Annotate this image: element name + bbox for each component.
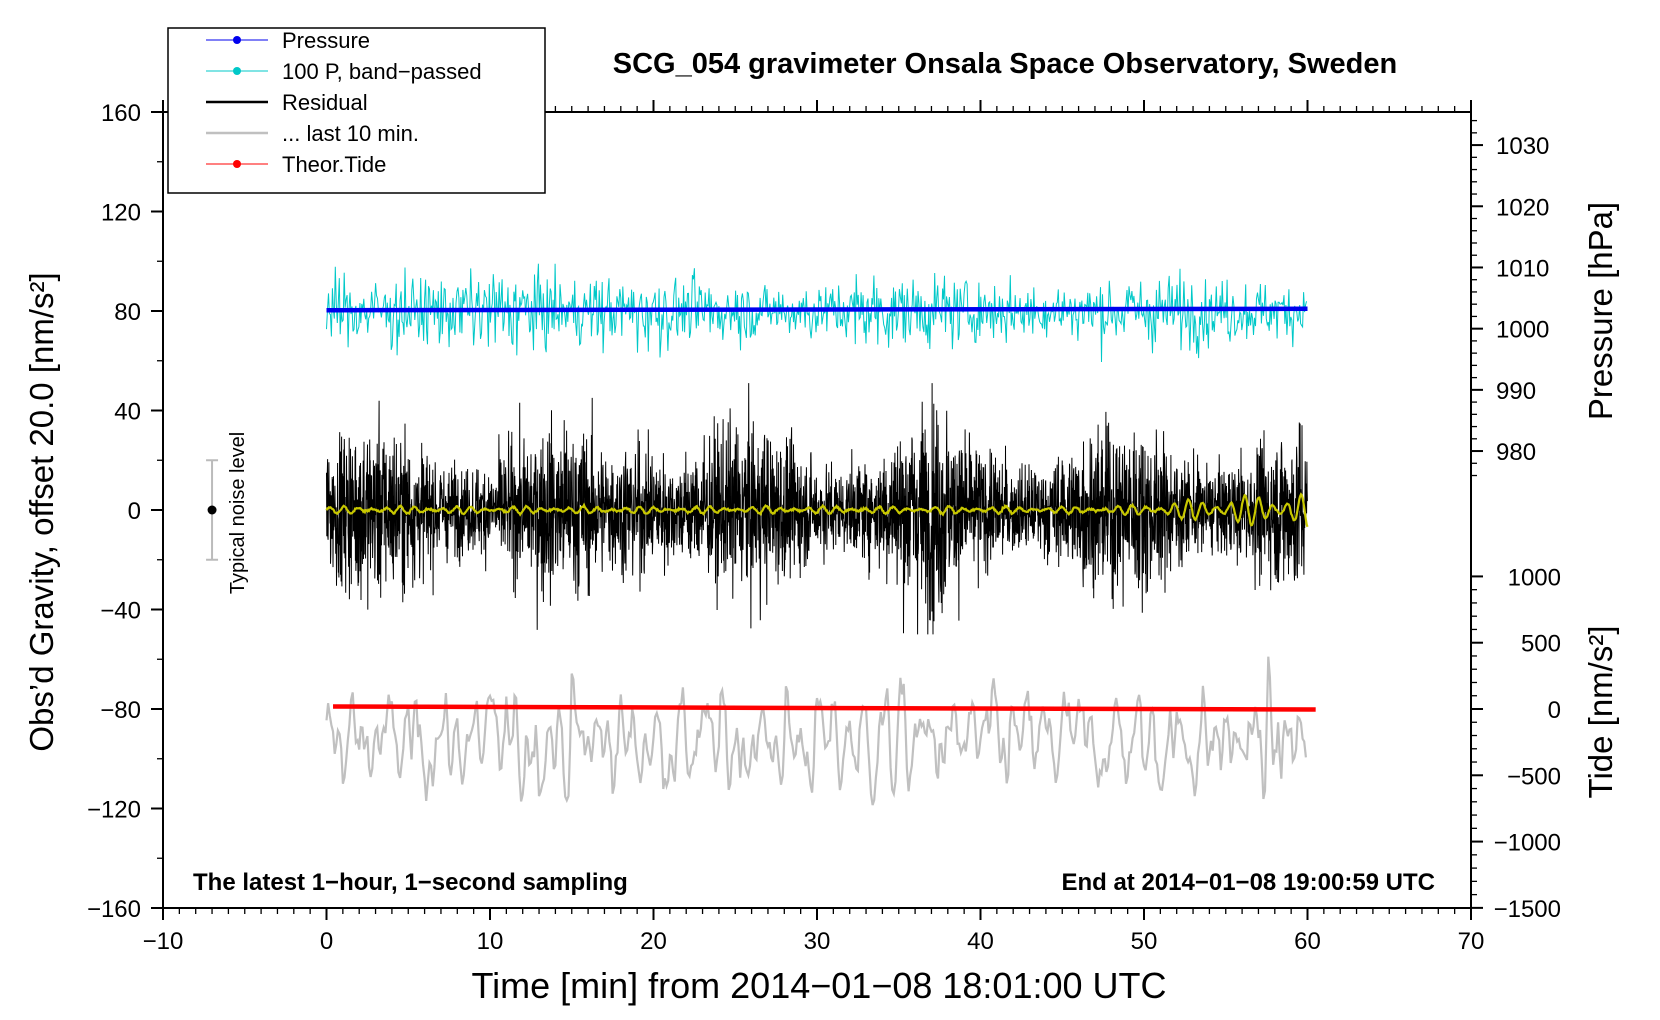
- legend: Pressure 100 P, band−passed Residual ... la…: [167, 27, 546, 194]
- series-pressure: [326, 306, 1308, 313]
- x-tick-label: 10: [477, 928, 504, 955]
- pressure-tick-label: 1010: [1496, 255, 1549, 282]
- pressure-tick-label: 1030: [1496, 133, 1549, 160]
- y-tick-label: 80: [114, 299, 141, 326]
- tide-tick-label: 0: [1548, 697, 1561, 724]
- pressure-tick-label: 1000: [1496, 317, 1549, 344]
- tide-tick-label: −1000: [1494, 830, 1561, 857]
- tide-tick-label: −1500: [1494, 896, 1561, 923]
- legend-label: ... last 10 min.: [282, 121, 419, 146]
- x-tick-label: 60: [1294, 928, 1321, 955]
- y-tick-label: −40: [100, 598, 141, 625]
- x-tick-label: −10: [143, 928, 184, 955]
- tide-tick-label: 1000: [1508, 564, 1561, 591]
- noise-level-bar: [206, 459, 219, 561]
- legend-label: Theor.Tide: [282, 152, 386, 177]
- x-axis-label: Time [min] from 2014−01−08 18:01:00 UTC: [471, 965, 1166, 1006]
- pressure-tick-label: 1020: [1496, 194, 1549, 221]
- series-residual-smoothed: [325, 492, 1309, 528]
- y-tick-label: 120: [101, 200, 141, 227]
- legend-marker: [233, 160, 241, 168]
- y-axis-left: 160 120 80 40 0 −40 −80 −120 −160: [87, 100, 163, 923]
- legend-label: Residual: [282, 90, 368, 115]
- tide-tick-label: 500: [1521, 631, 1561, 658]
- y-axis-tide: 1000 500 0 −500 −1000 −1500: [1471, 564, 1561, 923]
- x-tick-label: 20: [640, 928, 667, 955]
- y-tick-label: −160: [87, 896, 141, 923]
- series-pressure-band-passed: [326, 263, 1307, 363]
- y-tick-label: 40: [114, 399, 141, 426]
- y-tick-label: −120: [87, 797, 141, 824]
- chart-title: SCG_054 gravimeter Onsala Space Observat…: [613, 48, 1397, 80]
- series-theoretical-tide: [333, 704, 1316, 712]
- series-residual: [326, 383, 1308, 635]
- legend-marker: [233, 67, 241, 75]
- pressure-tick-label: 990: [1496, 378, 1536, 405]
- annotation-end-time: End at 2014−01−08 19:00:59 UTC: [1061, 869, 1435, 896]
- noise-level-label: Typical noise level: [227, 432, 249, 594]
- x-tick-label: 70: [1458, 928, 1485, 955]
- legend-label: 100 P, band−passed: [282, 59, 482, 84]
- y-axis-label-tide: Tide [nm/s²]: [1582, 626, 1619, 799]
- annotation-sampling: The latest 1−hour, 1−second sampling: [193, 869, 628, 896]
- y-tick-label: 160: [101, 100, 141, 127]
- x-tick-label: 0: [320, 928, 333, 955]
- legend-box: [167, 27, 546, 194]
- legend-label: Pressure: [282, 28, 370, 53]
- x-tick-label: 50: [1131, 928, 1158, 955]
- y-axis-label-pressure: Pressure [hPa]: [1582, 202, 1619, 420]
- noise-bar-center-dot: [207, 505, 217, 515]
- y-axis-pressure: 1030 1020 1010 1000 990 980: [1471, 119, 1549, 477]
- series-last-10-min: [325, 656, 1307, 806]
- x-tick-label: 40: [967, 928, 994, 955]
- x-tick-label: 30: [804, 928, 831, 955]
- y-axis-label-left: Obs’d Gravity, offset 20.0 [nm/s²]: [23, 272, 60, 751]
- y-tick-label: −80: [100, 697, 141, 724]
- tide-tick-label: −500: [1507, 763, 1561, 790]
- y-tick-label: 0: [128, 498, 141, 525]
- pressure-tick-label: 980: [1496, 439, 1536, 466]
- legend-marker: [233, 36, 241, 44]
